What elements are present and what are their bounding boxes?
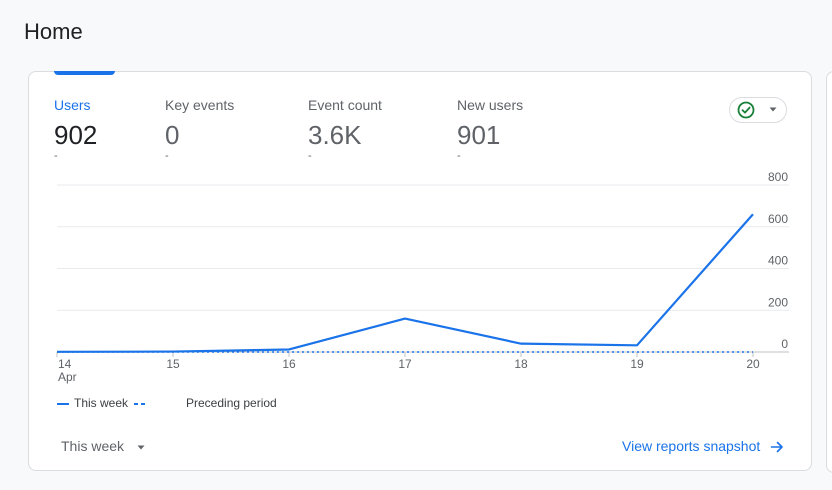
metric-label: New users xyxy=(457,97,524,113)
metric-value: 3.6K xyxy=(308,120,362,150)
check-circle-icon xyxy=(737,101,755,119)
metric-delta: - xyxy=(165,150,169,162)
page-title: Home xyxy=(24,19,83,44)
active-metric-indicator xyxy=(54,71,115,75)
x-tick-label: 18 xyxy=(514,357,528,371)
view-reports-snapshot-link[interactable]: View reports snapshot xyxy=(622,438,784,454)
metric-label: Event count xyxy=(308,97,382,113)
date-range-label: This week xyxy=(61,438,125,454)
metric-new-users[interactable]: New users 901 - xyxy=(457,96,523,162)
y-tick-label: 600 xyxy=(768,212,788,226)
y-tick-label: 400 xyxy=(768,254,788,268)
arrow-right-icon xyxy=(770,441,783,453)
y-tick-label: 0 xyxy=(781,337,788,351)
legend-dashed-swatch xyxy=(141,403,145,405)
metric-delta: - xyxy=(54,150,58,162)
y-tick-label: 800 xyxy=(768,170,788,184)
adjacent-card-edge xyxy=(826,71,832,473)
legend-label: Preceding period xyxy=(186,396,277,410)
metric-delta: - xyxy=(457,150,461,162)
metric-label: Users xyxy=(54,97,91,113)
metric-delta: - xyxy=(308,150,312,162)
x-tick-label: 20 xyxy=(746,357,760,371)
caret-down-icon xyxy=(137,445,145,450)
series-line-this-week xyxy=(56,213,754,353)
x-tick-label: 17 xyxy=(398,357,412,371)
metric-users[interactable]: Users 902 - xyxy=(54,96,97,162)
legend-label: This week xyxy=(74,396,129,410)
overview-card: Users 902 - Key events 0 - Event count 3… xyxy=(28,71,812,471)
y-tick-label: 200 xyxy=(768,295,788,309)
snapshot-link-label: View reports snapshot xyxy=(622,438,761,454)
metric-value: 902 xyxy=(54,120,98,150)
caret-down-icon xyxy=(769,107,777,112)
metric-label: Key events xyxy=(165,97,235,113)
legend-solid-swatch xyxy=(57,403,69,405)
metric-key-events[interactable]: Key events 0 - xyxy=(165,96,234,162)
x-tick-label: 15 xyxy=(166,357,180,371)
metric-value: 901 xyxy=(457,120,501,150)
x-tick-label: 19 xyxy=(630,357,644,371)
metric-value: 0 xyxy=(165,120,180,150)
date-range-dropdown[interactable]: This week xyxy=(61,438,146,454)
metric-event-count[interactable]: Event count 3.6K - xyxy=(308,96,382,162)
x-tick-label: 14 xyxy=(58,357,72,371)
data-quality-dropdown[interactable] xyxy=(729,97,787,123)
x-tick-sublabel: Apr xyxy=(58,370,77,384)
legend-dashed-swatch xyxy=(134,403,138,405)
x-tick-label: 16 xyxy=(282,357,296,371)
